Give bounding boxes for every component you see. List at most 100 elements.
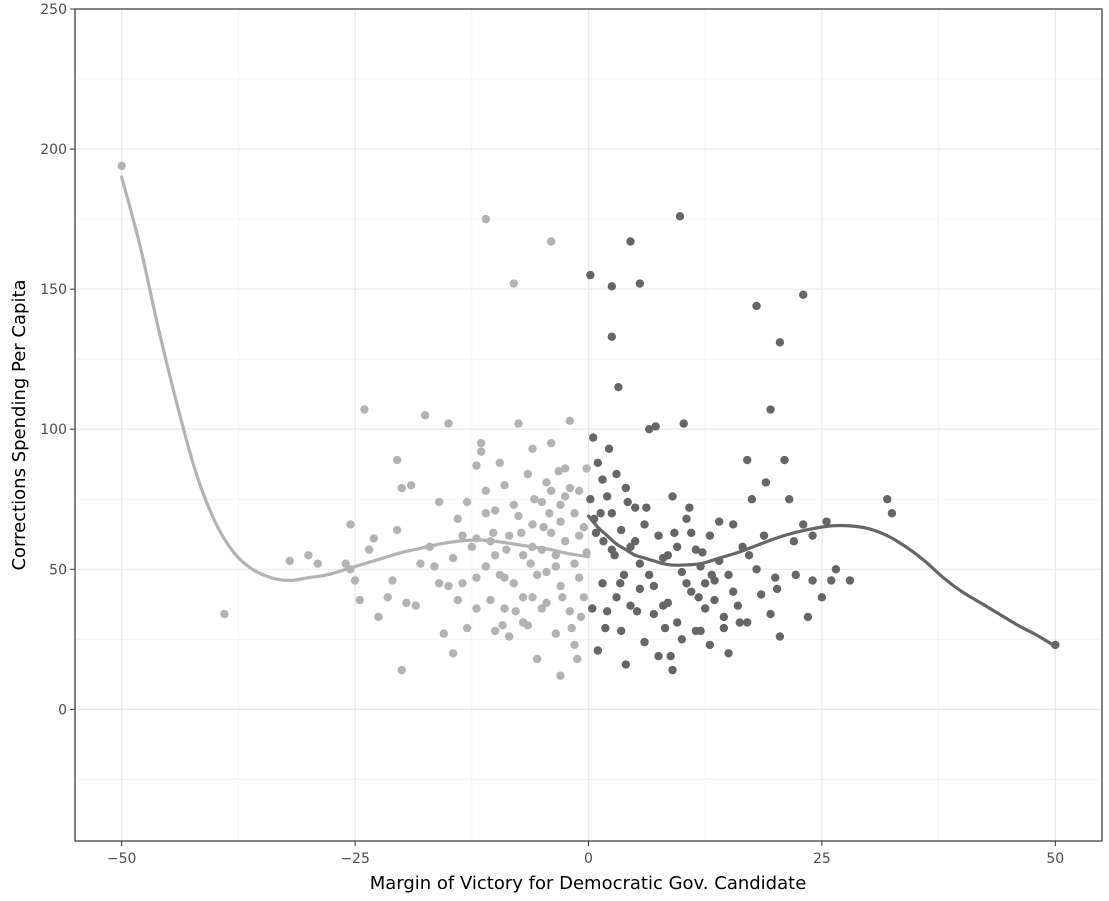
data-point-right: [682, 514, 691, 524]
data-point-right: [621, 483, 631, 493]
y-tick-label: 250: [40, 2, 67, 18]
data-point-left: [411, 601, 420, 610]
data-point-left: [486, 537, 495, 546]
data-point-right: [743, 455, 752, 465]
data-point-right: [601, 623, 610, 633]
data-point-left: [565, 483, 575, 493]
data-point-left: [500, 604, 509, 613]
data-point-right: [752, 301, 761, 311]
data-point-right: [586, 270, 595, 280]
data-point-right: [705, 531, 715, 540]
data-point-right: [621, 660, 631, 669]
data-point-left: [530, 495, 539, 504]
data-point-right: [616, 579, 625, 588]
data-point-left: [514, 511, 523, 521]
data-point-left: [542, 598, 551, 608]
data-point-left: [490, 626, 500, 636]
data-point-left: [509, 500, 519, 510]
data-point-right: [691, 626, 701, 636]
data-point-left: [565, 607, 575, 616]
data-point-left: [528, 593, 537, 602]
data-point-right: [663, 598, 673, 608]
data-point-left: [476, 439, 486, 448]
data-point-left: [350, 576, 360, 585]
data-point-left: [420, 410, 430, 420]
data-point-right: [715, 517, 724, 526]
data-point-right: [602, 607, 612, 616]
data-point-right: [799, 520, 808, 529]
data-point-right: [649, 581, 659, 591]
data-point-left: [472, 461, 481, 470]
data-point-right: [598, 579, 607, 588]
data-point-left: [502, 545, 511, 554]
data-point-right: [660, 623, 670, 633]
grid-lines: [75, 8, 1102, 841]
data-point-right: [724, 570, 733, 580]
data-point-left: [542, 567, 551, 577]
data-point-left: [518, 618, 528, 627]
x-axis-ticks: −50 −25 0 25 50: [107, 841, 1064, 867]
data-point-left: [406, 481, 416, 490]
data-point-right: [642, 503, 651, 512]
data-point-right: [682, 579, 691, 588]
data-point-right: [654, 651, 663, 661]
data-point-right: [729, 587, 738, 596]
data-point-left: [579, 593, 589, 602]
data-point-right: [772, 584, 782, 594]
data-point-right: [845, 576, 855, 585]
data-point-left: [528, 520, 537, 529]
data-point-left: [392, 525, 402, 535]
data-point-right: [632, 607, 642, 616]
data-point-right: [654, 531, 663, 540]
data-point-right: [791, 570, 800, 580]
x-tick-label: 50: [1046, 851, 1064, 867]
data-point-left: [383, 593, 392, 602]
data-point-left: [453, 514, 462, 524]
x-tick-label: −50: [107, 851, 137, 867]
data-point-left: [556, 581, 565, 591]
data-point-right: [640, 520, 649, 529]
data-point-right: [789, 537, 799, 546]
data-point-left: [574, 531, 584, 540]
data-point-left: [448, 649, 458, 658]
data-point-left: [551, 629, 561, 638]
data-point-right: [668, 492, 677, 501]
data-point-right: [626, 237, 635, 246]
data-point-left: [560, 492, 570, 501]
data-point-right: [635, 279, 645, 288]
data-point-right: [675, 212, 685, 221]
data-point-left: [551, 551, 561, 560]
data-point-right: [803, 612, 813, 622]
data-point-left: [514, 419, 523, 428]
data-point-right: [588, 433, 598, 442]
data-point-right: [672, 618, 682, 627]
data-point-right: [887, 509, 897, 518]
data-point-right: [677, 567, 687, 577]
data-point-right: [623, 497, 632, 507]
data-point-left: [539, 523, 548, 532]
data-point-right: [644, 570, 654, 580]
data-point-right: [644, 425, 654, 434]
data-point-right: [687, 587, 696, 596]
data-point-left: [545, 509, 554, 518]
data-point-left: [532, 570, 542, 580]
data-point-left: [500, 573, 509, 582]
data-point-left: [392, 455, 402, 465]
data-point-left: [523, 469, 533, 479]
data-point-right: [593, 458, 603, 468]
data-point-left: [444, 419, 453, 428]
x-axis-title: Margin of Victory for Democratic Gov. Ca…: [370, 873, 807, 894]
data-point-right: [630, 503, 640, 512]
data-point-right: [607, 332, 617, 341]
data-point-right: [677, 635, 687, 644]
data-point-right: [827, 576, 836, 585]
data-point-right: [710, 595, 719, 605]
data-point-right: [808, 576, 817, 585]
data-point-right: [771, 573, 780, 582]
data-point-left: [444, 581, 453, 591]
data-point-right: [614, 382, 623, 392]
data-point-right: [619, 570, 629, 580]
data-point-right: [626, 601, 635, 610]
data-point-right: [701, 604, 710, 613]
data-point-right: [586, 495, 595, 504]
